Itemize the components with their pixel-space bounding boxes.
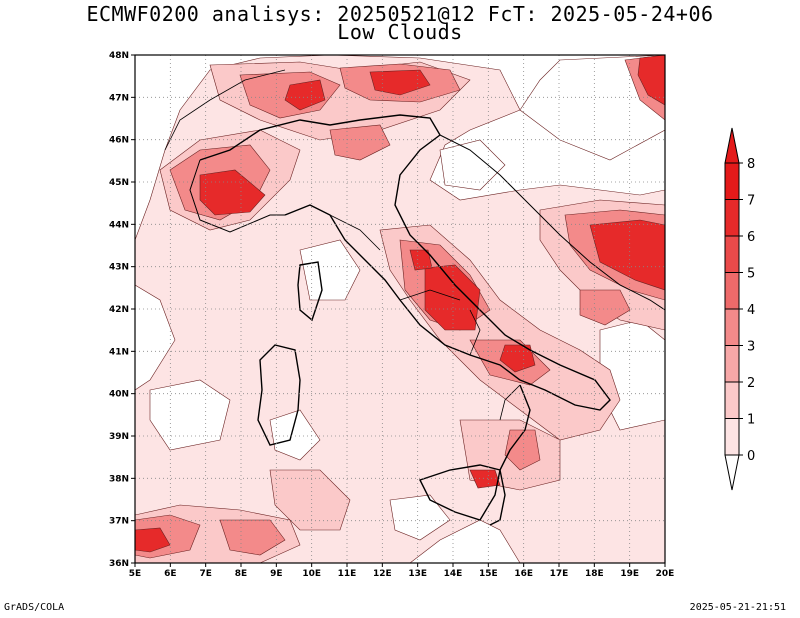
- lon-tick-label: 19E: [620, 569, 639, 579]
- colorbar: 0 1 2 3 4 5 6 7 8: [724, 127, 755, 491]
- lon-tick-label: 10E: [302, 569, 321, 579]
- colorbar-segment: [724, 272, 740, 310]
- colorbar-segment: [724, 199, 740, 237]
- graticule: [135, 55, 665, 563]
- lat-tick-label: 39N: [109, 432, 129, 442]
- lat-tick-label: 42N: [109, 305, 129, 315]
- colorbar-label: 1: [747, 413, 755, 428]
- footer-software-label: GrADS/COLA: [4, 602, 65, 613]
- lon-tick-label: 18E: [585, 569, 604, 579]
- lat-tick-label: 46N: [109, 136, 129, 146]
- colorbar-segment: [724, 162, 740, 200]
- lon-tick-label: 14E: [444, 569, 463, 579]
- lat-tick-label: 41N: [109, 347, 129, 357]
- lat-tick-label: 40N: [109, 390, 129, 400]
- lon-tick-label: 17E: [550, 569, 569, 579]
- colorbar-label: 4: [747, 303, 755, 318]
- lon-tick-label: 6E: [164, 569, 176, 579]
- lon-tick-label: 13E: [408, 569, 427, 579]
- colorbar-upper-arrow: [724, 127, 740, 164]
- lon-tick-label: 9E: [270, 569, 282, 579]
- lon-tick-label: 7E: [199, 569, 211, 579]
- colorbar-segment: [724, 308, 740, 346]
- lat-tick-label: 48N: [109, 51, 129, 61]
- colorbar-label: 6: [747, 230, 755, 245]
- lat-tick-label: 44N: [109, 220, 129, 230]
- colorbar-label: 2: [747, 376, 755, 391]
- colorbar-segment: [724, 418, 740, 456]
- lat-tick-label: 45N: [109, 178, 129, 188]
- coastline-borders: [164, 69, 665, 526]
- colorbar-lower-arrow: [724, 454, 740, 491]
- lat-tick-label: 47N: [109, 93, 129, 103]
- colorbar-label: 5: [747, 267, 755, 282]
- footer-timestamp: 2025-05-21-21:51: [689, 602, 786, 613]
- lon-tick-label: 16E: [514, 569, 533, 579]
- lat-tick-label: 36N: [109, 559, 129, 569]
- colorbar-segment: [724, 345, 740, 383]
- colorbar-segment: [724, 381, 740, 419]
- longitude-axis: 5E 6E 7E 8E 9E 10E 11E 12E 13E 14E 15E 16E 17E 18E 19E…: [129, 563, 675, 579]
- map-title: ECMWF0200 analisys: 20250521@12 FcT: 202…: [86, 2, 714, 26]
- lat-tick-label: 37N: [109, 517, 129, 527]
- lon-tick-label: 15E: [479, 569, 498, 579]
- lon-tick-label: 11E: [338, 569, 357, 579]
- colorbar-segment: [724, 235, 740, 273]
- lat-tick-label: 38N: [109, 474, 129, 484]
- colorbar-label: 8: [747, 157, 755, 172]
- latitude-axis: 36N 37N 38N 39N 40N 41N 42N 43N 44N 45N 46N 47N 48N: [109, 51, 135, 569]
- colorbar-label: 3: [747, 340, 755, 355]
- map-subtitle: Low Clouds: [337, 20, 463, 44]
- lon-tick-label: 20E: [656, 569, 675, 579]
- lon-tick-label: 8E: [235, 569, 247, 579]
- lon-tick-label: 12E: [373, 569, 392, 579]
- colorbar-label: 7: [747, 194, 755, 209]
- lat-tick-label: 43N: [109, 263, 129, 273]
- colorbar-label: 0: [747, 449, 755, 464]
- lon-tick-label: 5E: [129, 569, 141, 579]
